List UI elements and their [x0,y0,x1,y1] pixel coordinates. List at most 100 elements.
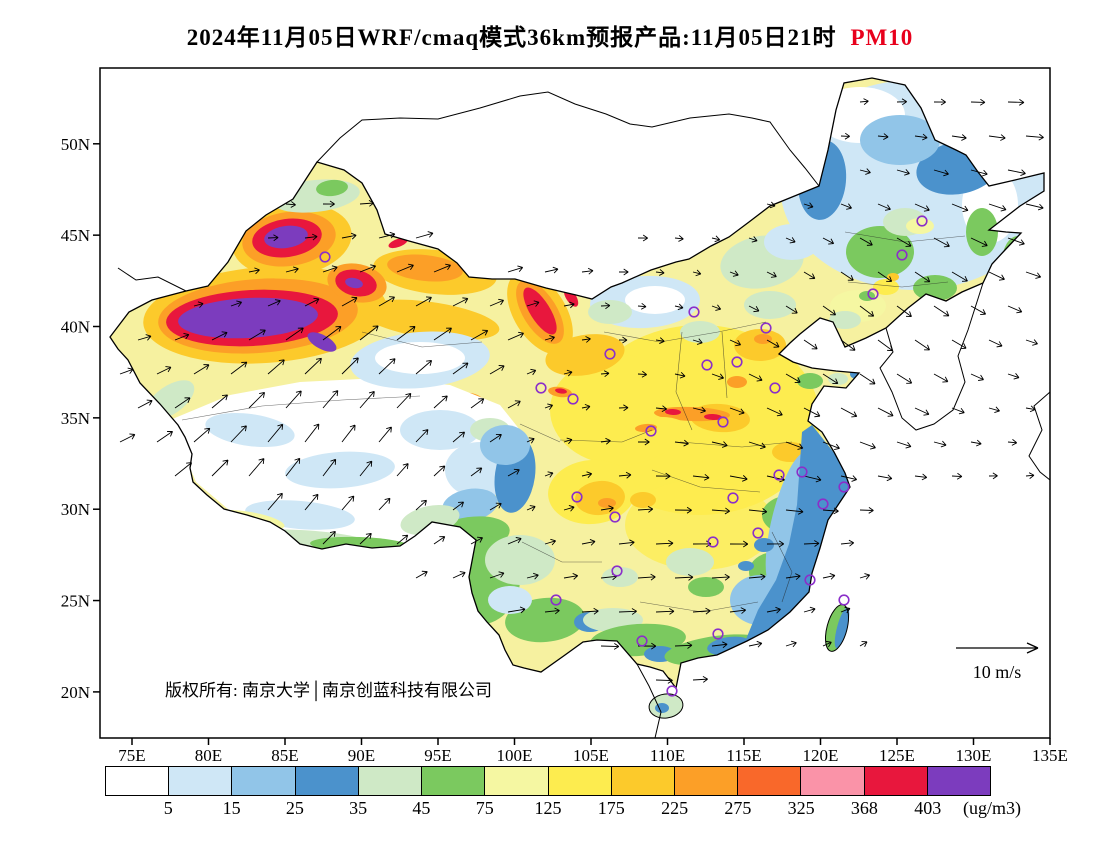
lat-label: 20N [61,683,90,702]
city-marker-icon [604,348,616,360]
wind-arrow-icon [1025,203,1044,211]
wind-arrow-icon [285,390,302,409]
wind-arrow-icon [322,390,339,409]
wind-arrow-icon [914,407,930,416]
wind-arrow-icon [637,370,647,378]
colorbar-unit: (ug/m3) [963,798,1021,818]
wind-arrow-icon [285,266,299,274]
wind-arrow-icon [304,493,319,511]
wind-arrow-icon [470,329,489,341]
wind-arrow-icon [785,640,797,648]
page-title: 2024年11月05日WRF/cmaq模式36km预报产品:11月05日21时 P… [0,18,1100,52]
wind-arrow-icon [304,423,320,443]
wind-arrow-icon [267,299,281,307]
wind-arrow-icon [230,425,247,443]
wind-arrow-icon [933,98,946,106]
wind-arrow-icon [951,407,965,415]
wind-arrow-icon [1025,133,1044,141]
wind-arrow-icon [526,572,539,580]
wind-arrow-icon [877,271,893,282]
wind-arrow-icon [729,270,739,277]
city-marker-icon [731,356,743,368]
city-marker-icon [611,565,623,577]
wind-arrow-icon [544,403,553,410]
taiwan-island [825,604,850,652]
wind-arrow-icon [970,439,982,447]
wind-arrow-icon [433,395,448,409]
wind-arrow-icon [692,676,708,683]
wind-arrow-icon [822,373,839,385]
wind-arrow-icon [322,458,337,477]
china-outline [109,77,1045,690]
wind-arrow-icon [341,232,357,240]
wind-arrow-icon [711,373,724,380]
wind-arrow-icon [359,199,375,207]
wind-arrow-icon [563,301,575,309]
wind-arrow-icon [674,642,693,649]
wind-arrow-icon [748,573,766,581]
wind-arrow-icon [711,304,722,311]
wind-arrow-icon [1007,237,1025,246]
colorbar-tick: 325 [787,798,815,818]
wind-arrow-icon [803,339,818,350]
wind-arrow-icon [470,398,485,409]
wind-arrow-icon [581,538,596,546]
lat-label: 25N [61,592,90,611]
city-marker-icon [571,491,583,503]
wind-arrow-icon [119,433,136,443]
lon-label: 80E [195,746,222,765]
wind-arrow-icon [914,473,928,481]
wind-arrow-icon [840,539,855,547]
city-marker-icon [804,574,816,586]
wind-arrow-icon [674,573,694,581]
colorbar-ticks: (ug/m3) 5 15 25 35 45 75 125 175 225 275 325 368 403 [105,796,1021,822]
colorbar-tick: 15 [222,798,241,818]
wind-arrow-icon [378,426,392,443]
wind-arrow-icon [970,237,988,247]
wind-arrow-icon [156,430,173,443]
lon-label: 100E [497,746,533,765]
wind-arrow-icon [655,472,671,480]
wind-arrow-icon [840,407,858,418]
wind-arrow-icon [267,359,285,375]
wind-arrow-icon [859,573,871,580]
wind-arrow-icon [304,297,320,307]
wind-arrow-icon [248,392,265,409]
wind-arrow-icon [193,427,211,443]
lon-label: 115E [726,746,761,765]
wind-arrow-icon [544,538,556,546]
colorbar-tick: 75 [475,798,494,818]
wind-arrow-icon [803,271,816,280]
wind-arrow-icon [230,300,243,307]
wind-arrow-icon [359,264,377,273]
wind-arrow-icon [452,362,469,375]
wind-arrow-icon [193,364,210,375]
wind-arrow-icon [711,641,728,649]
wind-arrow-icon [581,336,591,343]
wind-arrow-icon [415,429,429,443]
wind-arrow-icon [859,237,873,246]
wind-arrow-icon [489,298,505,307]
colorbar-cell [485,767,549,795]
wind-arrow-icon [248,329,266,341]
wind-arrow-icon [729,339,742,347]
colorbar-cells [105,766,991,796]
wind-arrow-icon [822,640,832,648]
colorbar-tick: 275 [724,798,752,818]
wind-arrow-icon [507,468,520,477]
wind-arrow-icon [415,570,428,579]
city-marker-icon [712,628,724,640]
wind-arrow-icon [914,339,930,351]
wind-arrow-icon [415,296,432,307]
wind-arrow-icon [896,441,912,449]
wind-arrow-icon [359,391,375,409]
wind-arrow-icon [840,339,856,351]
wind-arrow-icon [877,203,891,211]
wind-arrow-icon [970,305,987,316]
wind-arrow-icon [729,407,745,415]
wind-arrow-icon [859,506,874,514]
plot-frame [99,67,1051,739]
wind-arrow-icon [896,98,908,106]
wind-arrow-icon [803,606,816,614]
wind-arrow-icon [285,327,304,341]
